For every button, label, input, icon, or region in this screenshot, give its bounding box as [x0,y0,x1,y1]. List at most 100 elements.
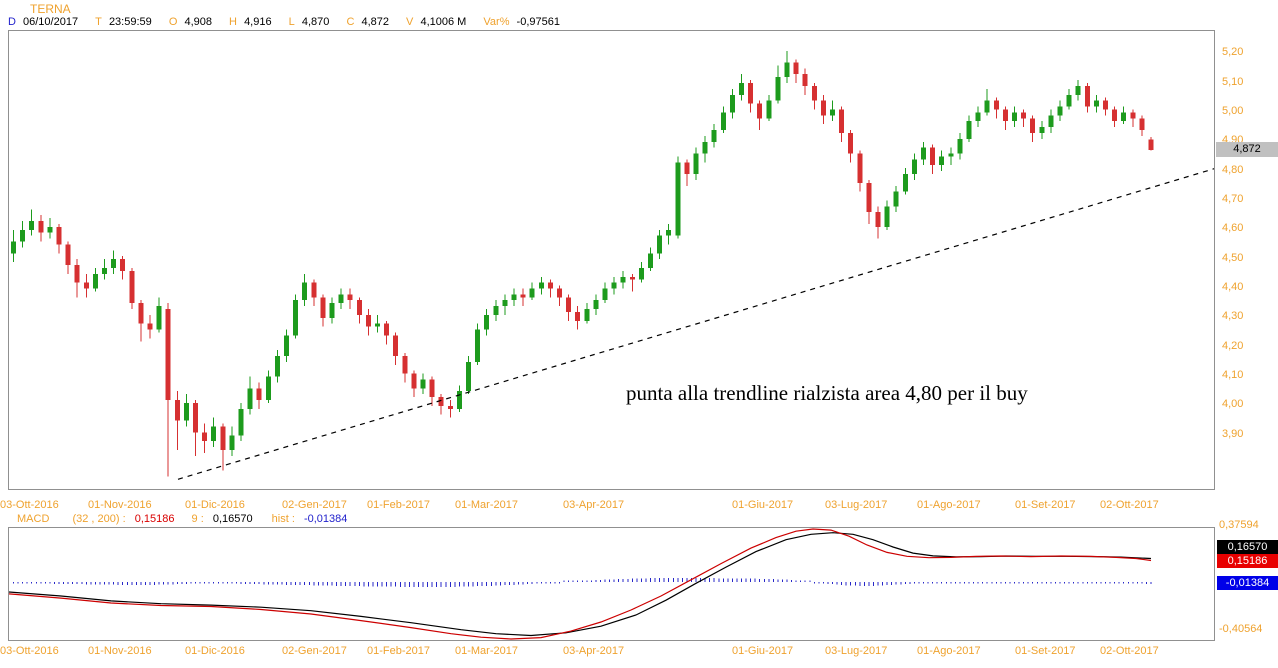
candle [256,382,262,409]
price-tick: 5,20 [1222,46,1244,59]
candle [848,130,854,163]
volume-value: 4,1006 M [420,16,467,28]
high-label: H [229,16,237,28]
date-axis-main: 03-Ott-2016 01-Nov-2016 01-Dic-2016 02-Gen-… [0,499,1278,512]
candle [320,294,326,327]
candle [47,218,53,239]
candle [420,373,426,395]
candlestick-chart[interactable]: punta alla trendline rialzista area 4,80… [8,30,1215,490]
candle [793,59,799,84]
candle [648,247,653,271]
candle [502,294,508,315]
candle [666,223,672,245]
macd-name[interactable]: MACD [17,513,50,525]
date-tick: 03-Apr-2017 [563,645,625,657]
session-time: 23:59:59 [108,16,152,28]
macd-signal-line [9,532,1152,637]
price-tick: 5,00 [1222,104,1244,117]
date-tick: 01-Ago-2017 [917,645,981,657]
candle [875,206,881,239]
candle [1057,100,1063,122]
candle [557,285,562,307]
candle [1139,115,1145,136]
macd-header-row: MACD (32 , 200) : 0,15186 9 : 0,16570 hi… [17,513,353,525]
candle [657,229,663,260]
candle [675,156,681,239]
candle [629,273,635,292]
candle [984,88,990,116]
candle [1093,94,1099,113]
trendline [177,168,1214,480]
candle [893,185,899,213]
candle [247,376,253,415]
candle [365,309,371,336]
candle [993,97,999,119]
macd-axis-max: 0,37594 [1219,519,1259,531]
candle [693,147,699,180]
candle [220,423,226,471]
candle [202,423,208,453]
candle [766,94,772,122]
candle [547,279,553,298]
price-tick: 4,00 [1222,398,1244,411]
candle [857,150,863,192]
candle [520,288,526,307]
candle [411,370,417,398]
candle [775,65,781,104]
candle [1121,106,1127,125]
candle [493,300,499,321]
candle [1148,137,1154,151]
candle [284,329,289,362]
date-tick: 01-Set-2017 [1015,499,1076,511]
candle [611,276,617,295]
candle [1130,109,1136,128]
candle [466,356,471,395]
date-tick: 02-Ott-2017 [1100,645,1159,657]
candle [529,282,535,301]
candle [1012,106,1017,128]
candle [447,400,453,418]
symbol-title: TERNA [30,2,71,16]
candle [602,282,608,304]
candle [729,88,735,119]
candle [1048,109,1054,133]
candle [92,267,98,292]
close-label: C [346,16,355,28]
candle [830,100,835,122]
date-tick: 01-Set-2017 [1015,645,1076,657]
candle [102,259,107,280]
candle [356,297,362,324]
macd-chart[interactable] [8,527,1215,641]
candle [211,417,217,447]
timeframe-label[interactable]: D [8,16,16,28]
date-tick: 01-Mar-2017 [455,499,518,511]
candle [265,370,271,403]
date-tick: 01-Ago-2017 [917,499,981,511]
last-price-badge: 4,872 [1216,142,1278,157]
candle [1084,83,1090,113]
macd-hist-label: hist : [271,513,295,525]
candle [375,314,380,333]
candlestick-canvas[interactable] [9,31,1214,489]
date-axis-macd: 03-Ott-2016 01-Nov-2016 01-Dic-2016 02-Gen-… [0,645,1278,658]
candle [347,288,353,310]
candle [939,150,945,172]
candle [156,297,162,333]
candle [975,106,981,128]
candle [193,400,198,456]
time-label: T [95,16,102,28]
candle [575,306,581,330]
candle [1002,106,1008,131]
candle [702,135,708,163]
candle [183,394,189,427]
candle [83,273,89,298]
candle [711,124,717,148]
price-tick: 4,80 [1222,163,1244,176]
candle [930,144,936,175]
macd-axis-min: -0,40564 [1219,623,1263,635]
candle [74,259,80,298]
macd-canvas[interactable] [9,528,1214,640]
macd-signal-value: 0,16570 [212,513,253,525]
date-tick: 03-Ott-2016 [0,645,59,657]
ohlc-header-row: D 06/10/2017 T 23:59:59 O 4,908 H 4,916 … [8,16,564,28]
